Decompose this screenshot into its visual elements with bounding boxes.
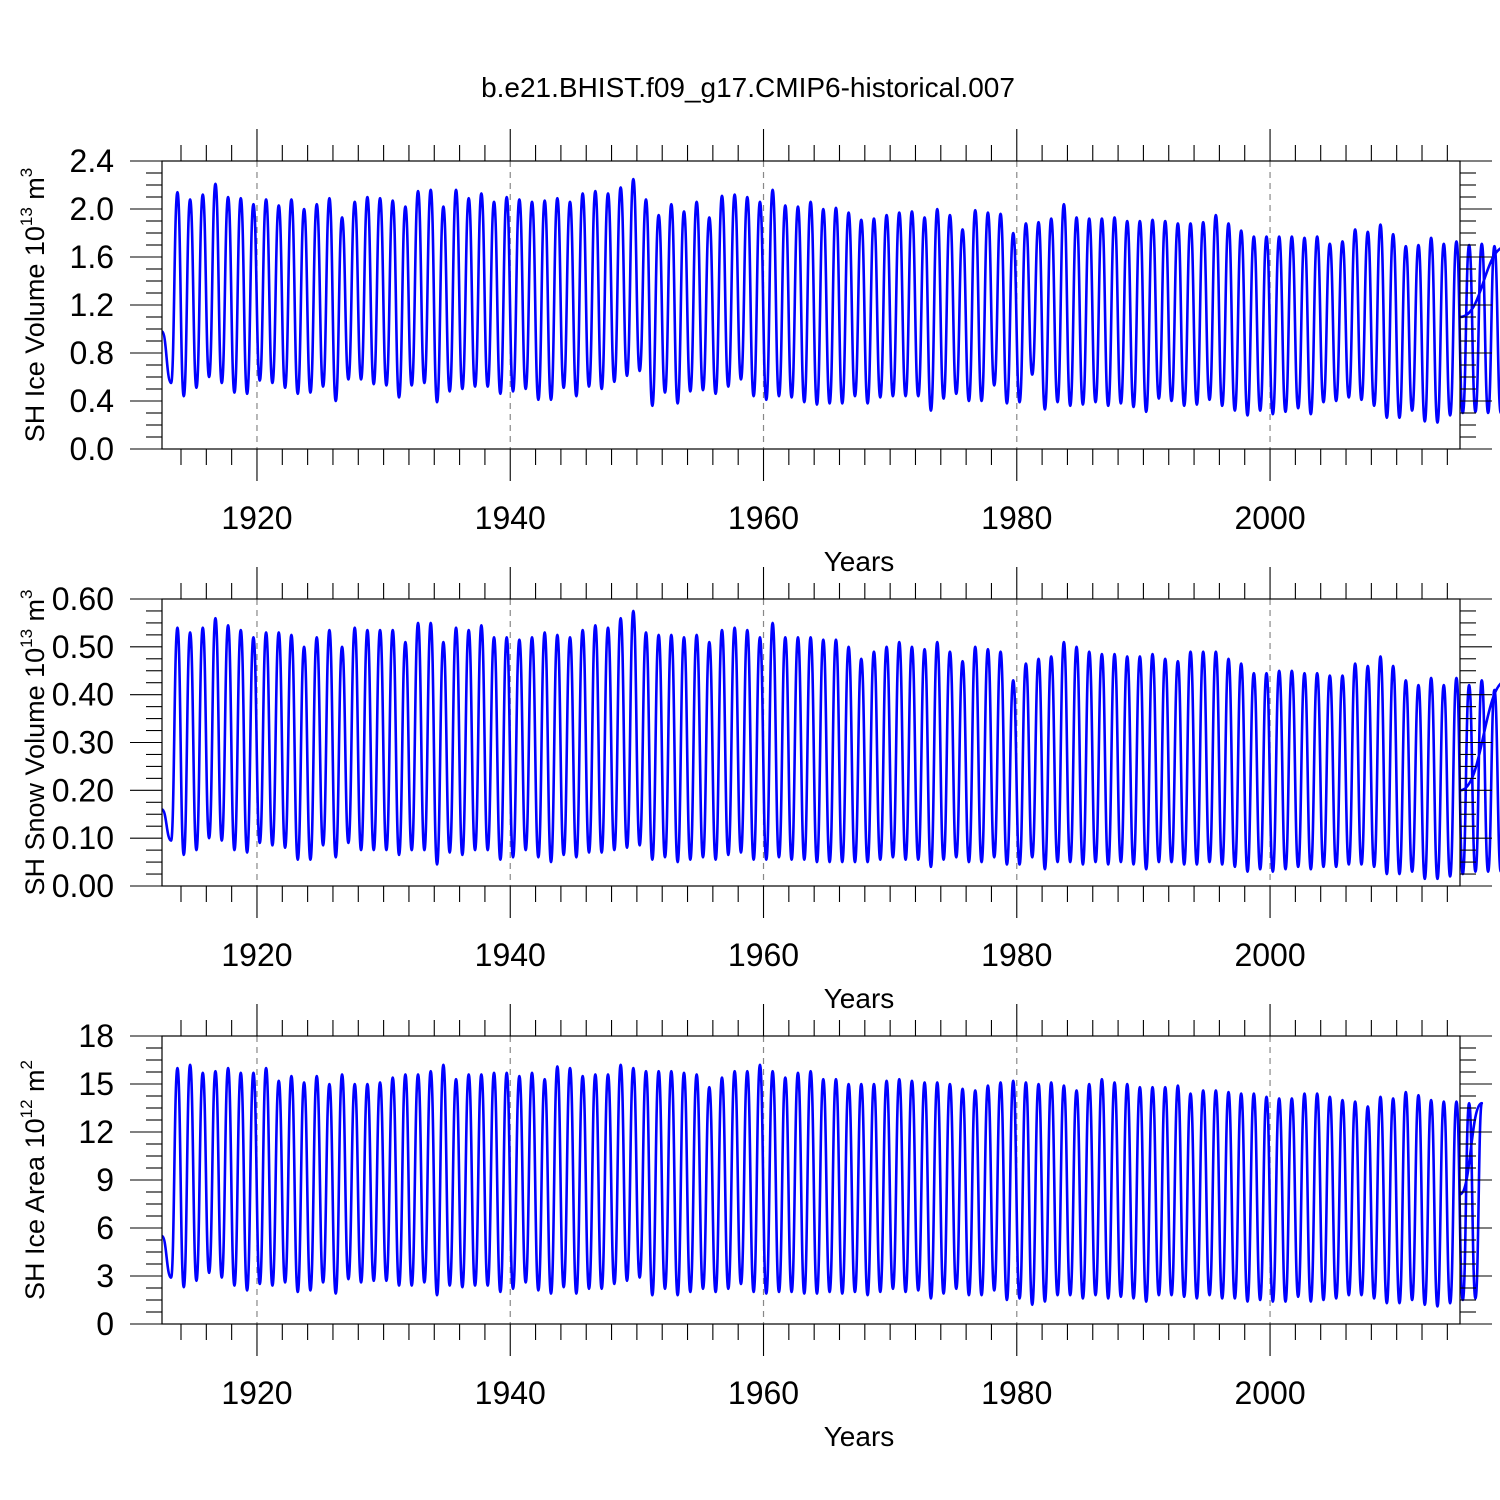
y-tick-label: 0.4 (70, 383, 114, 419)
series-line (160, 1063, 1484, 1308)
x-tick-label: 2000 (1234, 500, 1305, 536)
y-axis: 0.0 0.4 0.8 1.2 1.6 2.0 2.4 SH Ice Volume 1013 … (17, 143, 1492, 467)
y-axis: 0 3 6 9 12 15 18 SH Ice Area 1012 m2 (17, 1018, 1492, 1342)
y-tick-label: 0.50 (52, 629, 114, 665)
x-axis-title: Years (824, 983, 895, 1014)
x-axis: 1920 1940 1960 1980 2000 Years (180, 567, 1448, 1014)
y-tick-label: 0.20 (52, 772, 114, 808)
main-title: b.e21.BHIST.f09_g17.CMIP6-historical.007 (481, 72, 1015, 103)
x-tick-label: 2000 (1234, 937, 1305, 973)
x-tick-label: 1960 (728, 500, 799, 536)
x-tick-label: 1960 (728, 937, 799, 973)
y-tick-label: 0.40 (52, 677, 114, 713)
x-tick-label: 1980 (981, 937, 1052, 973)
x-tick-label: 1980 (981, 500, 1052, 536)
y-tick-label: 3 (96, 1258, 114, 1294)
y-axis-title: SH Ice Area 1012 m2 (17, 1060, 50, 1300)
y-tick-label: 2.0 (70, 191, 114, 227)
y-tick-label: 0.0 (70, 431, 114, 467)
y-tick-label: 2.4 (70, 143, 114, 179)
x-tick-label: 1920 (221, 1375, 292, 1411)
y-tick-label: 1.2 (70, 287, 114, 323)
y-tick-label: 15 (78, 1066, 114, 1102)
x-tick-label: 2000 (1234, 1375, 1305, 1411)
x-tick-label: 1940 (475, 500, 546, 536)
y-tick-label: 0.60 (52, 581, 114, 617)
y-axis-title: SH Ice Volume 1013 m3 (17, 168, 50, 443)
x-tick-label: 1920 (221, 500, 292, 536)
y-tick-label: 1.6 (70, 239, 114, 275)
y-tick-label: 9 (96, 1162, 114, 1198)
series-line (160, 609, 1500, 881)
x-axis-title: Years (824, 1421, 895, 1452)
x-tick-label: 1980 (981, 1375, 1052, 1411)
x-tick-label: 1920 (221, 937, 292, 973)
series-line (160, 177, 1500, 424)
x-tick-label: 1940 (475, 1375, 546, 1411)
x-tick-label: 1940 (475, 937, 546, 973)
x-axis: 1920 1940 1960 1980 2000 Years (180, 129, 1448, 577)
y-tick-label: 0.10 (52, 820, 114, 856)
y-tick-label: 0.00 (52, 868, 114, 904)
x-axis-title: Years (824, 546, 895, 577)
y-axis-title: SH Snow Volume 1013 m3 (17, 589, 50, 895)
y-tick-label: 0 (96, 1306, 114, 1342)
x-axis: 1920 1940 1960 1980 2000 Years (180, 1004, 1448, 1452)
y-tick-label: 0.30 (52, 725, 114, 761)
y-tick-label: 6 (96, 1210, 114, 1246)
panels-container: 1920 1940 1960 1980 2000 Years 0.0 0.4 0.8 1.2 1.6… (17, 129, 1500, 1452)
y-tick-label: 12 (78, 1114, 114, 1150)
y-tick-label: 18 (78, 1018, 114, 1054)
x-tick-label: 1960 (728, 1375, 799, 1411)
panel-2: 1920 1940 1960 1980 2000 Years 0.00 0.10 0.20 0.3… (17, 567, 1500, 1014)
y-tick-label: 0.8 (70, 335, 114, 371)
panel-3: 1920 1940 1960 1980 2000 Years 0 3 6 9 12 15 18 SH Ic… (17, 1004, 1492, 1452)
panel-1: 1920 1940 1960 1980 2000 Years 0.0 0.4 0.8 1.2 1.6… (17, 129, 1500, 577)
